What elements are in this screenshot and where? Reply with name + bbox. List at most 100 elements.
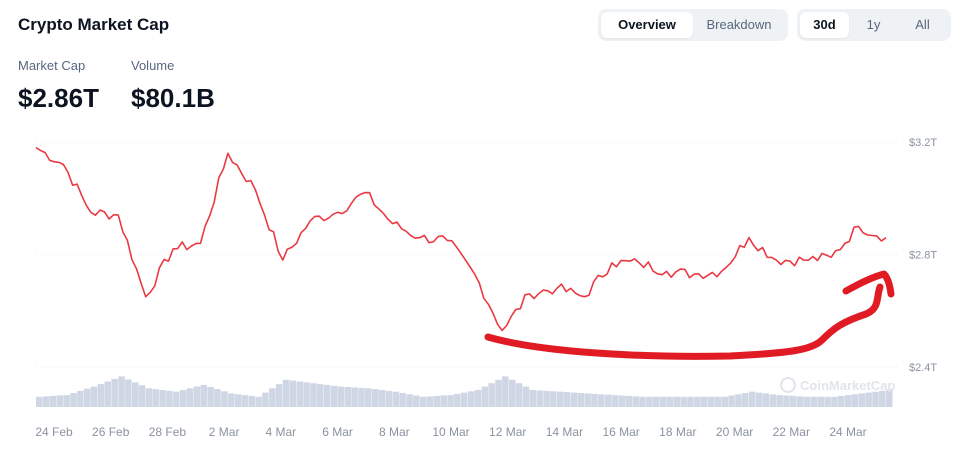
volume-bar bbox=[152, 389, 159, 407]
volume-bar bbox=[262, 392, 269, 407]
volume-bar bbox=[515, 383, 523, 407]
volume-bar bbox=[529, 390, 536, 407]
volume-bar bbox=[810, 396, 818, 407]
volume-bar bbox=[803, 396, 811, 407]
market-cap-stat: Market Cap $2.86T bbox=[18, 58, 99, 114]
volume-bar bbox=[77, 390, 84, 407]
x-tick-label: 22 Mar bbox=[773, 425, 810, 439]
volume-bar bbox=[351, 387, 358, 407]
volume-bar bbox=[56, 395, 64, 407]
volume-bar bbox=[90, 386, 98, 407]
tab-overview[interactable]: Overview bbox=[601, 12, 693, 38]
volume-bar bbox=[886, 390, 893, 407]
y-tick-label: $2.8T bbox=[909, 250, 937, 262]
volume-bar bbox=[166, 390, 173, 407]
volume-bar bbox=[639, 396, 646, 407]
volume-bar bbox=[454, 393, 461, 407]
tab-breakdown[interactable]: Breakdown bbox=[706, 17, 772, 32]
volume-bar bbox=[200, 384, 207, 407]
volume-bar bbox=[591, 393, 598, 407]
volume-bar bbox=[550, 391, 557, 407]
volume-bar bbox=[577, 393, 584, 407]
range-1y-button[interactable]: 1y bbox=[866, 17, 881, 32]
volume-bar bbox=[796, 396, 804, 407]
volume-bar bbox=[783, 395, 790, 407]
volume-bar bbox=[570, 392, 578, 407]
volume-bar bbox=[509, 379, 516, 407]
volume-bar bbox=[467, 391, 475, 407]
volume-bar bbox=[296, 381, 303, 407]
volume-bar bbox=[769, 394, 776, 408]
volume-bar bbox=[618, 395, 626, 407]
volume-bar bbox=[865, 392, 872, 407]
volume-bar bbox=[879, 390, 886, 407]
volume-bar bbox=[392, 391, 399, 407]
volume-bar bbox=[666, 396, 674, 407]
volume-bar bbox=[700, 396, 708, 407]
range-all-button[interactable]: All bbox=[915, 17, 930, 32]
volume-bar bbox=[735, 394, 742, 408]
range-30d-button[interactable]: 30d bbox=[800, 12, 849, 38]
volume-bar bbox=[632, 396, 639, 407]
page-title: Crypto Market Cap bbox=[18, 15, 170, 34]
volume-bar bbox=[488, 383, 495, 407]
volume-bar bbox=[502, 376, 509, 407]
volume-bar bbox=[323, 384, 331, 407]
volume-bar bbox=[330, 385, 338, 408]
volume-bar bbox=[227, 393, 235, 407]
volume-bar bbox=[145, 388, 153, 407]
volume-bar bbox=[563, 392, 571, 407]
volume-bar bbox=[138, 385, 146, 407]
x-tick-label: 4 Mar bbox=[266, 425, 297, 439]
volume-bar bbox=[858, 393, 866, 407]
volume-bar bbox=[474, 390, 482, 407]
volume-bar bbox=[598, 394, 605, 408]
x-tick-label: 8 Mar bbox=[379, 425, 410, 439]
volume-bar bbox=[70, 393, 77, 407]
volume-bar bbox=[214, 389, 221, 407]
volume-bar bbox=[378, 390, 386, 407]
volume-bar bbox=[447, 395, 454, 407]
volume-bar bbox=[652, 396, 660, 407]
volume-bar bbox=[687, 396, 694, 407]
volume-bar bbox=[419, 396, 427, 407]
volume-bar bbox=[173, 391, 180, 407]
market-cap-line bbox=[35, 146, 887, 332]
svg-text:CoinMarketCap: CoinMarketCap bbox=[800, 378, 895, 393]
volume-bar bbox=[84, 388, 91, 407]
volume-bar bbox=[97, 384, 105, 407]
volume-bar bbox=[337, 386, 345, 407]
volume-bar bbox=[180, 390, 187, 407]
volume-bar bbox=[776, 395, 783, 407]
volume-bar bbox=[625, 395, 632, 407]
volume-bar bbox=[317, 384, 324, 407]
volume-bar bbox=[269, 388, 276, 407]
volume-bar bbox=[495, 379, 502, 407]
volume-bar bbox=[851, 394, 859, 408]
volume-bar bbox=[371, 389, 379, 407]
x-tick-label: 16 Mar bbox=[602, 425, 639, 439]
volume-bar bbox=[694, 396, 701, 407]
volume-bar bbox=[42, 396, 50, 407]
volume-bar bbox=[104, 381, 111, 407]
hand-drawn-annotation-arrow bbox=[484, 270, 895, 360]
volume-bar bbox=[824, 396, 831, 407]
volume-bar bbox=[433, 395, 441, 407]
volume-bar bbox=[742, 393, 749, 407]
volume-bar bbox=[440, 395, 447, 407]
volume-bar bbox=[762, 393, 770, 407]
x-tick-label: 24 Mar bbox=[829, 425, 866, 439]
volume-bar bbox=[125, 379, 132, 407]
volume-bar bbox=[755, 392, 763, 407]
volume-bar bbox=[234, 394, 242, 408]
x-tick-label: 18 Mar bbox=[659, 425, 696, 439]
volume-bar bbox=[790, 395, 797, 407]
volume-bar bbox=[461, 392, 468, 407]
y-tick-label: $2.4T bbox=[909, 362, 937, 374]
volume-bar bbox=[605, 394, 612, 407]
volume-stat: Volume $80.1B bbox=[131, 58, 215, 114]
x-tick-label: 14 Mar bbox=[546, 425, 583, 439]
volume-bar bbox=[159, 390, 166, 407]
volume-bar bbox=[399, 393, 406, 407]
